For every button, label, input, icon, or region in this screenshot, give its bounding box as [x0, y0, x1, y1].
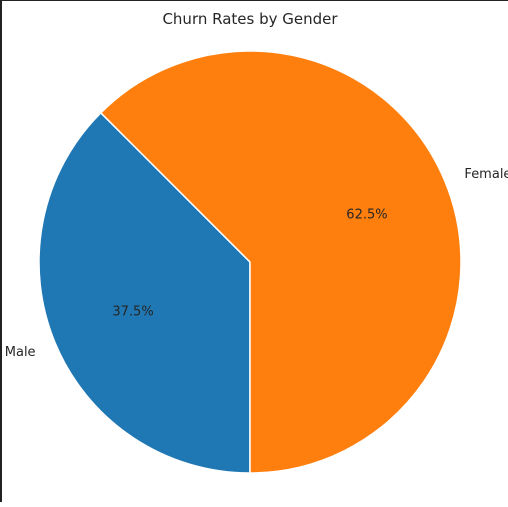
pie-slice-male [38, 112, 251, 474]
slice-label-female: Female [464, 167, 508, 182]
chart-title: Churn Rates by Gender [162, 10, 338, 28]
slice-label-male: Male [5, 345, 36, 360]
pie-slice-female [100, 50, 462, 474]
percent-label-male: 37.5% [112, 304, 153, 319]
percent-label-female: 62.5% [346, 208, 387, 223]
